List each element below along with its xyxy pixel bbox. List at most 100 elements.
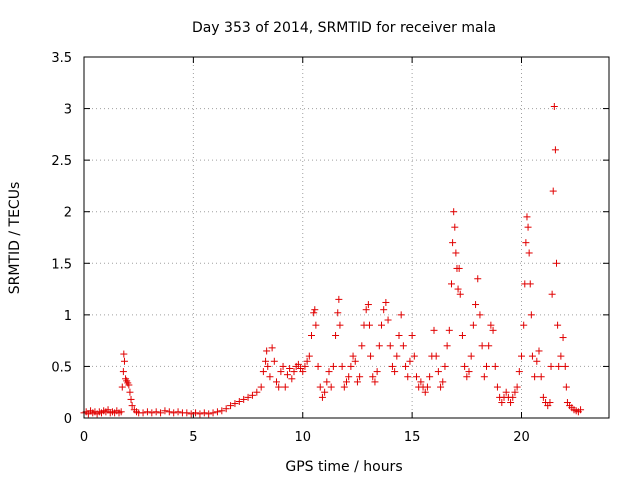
- data-point: [404, 373, 412, 381]
- data-point: [399, 342, 407, 350]
- data-point: [139, 409, 147, 417]
- data-point: [550, 103, 558, 111]
- x-tick-label: 15: [404, 430, 421, 445]
- data-point: [489, 326, 497, 334]
- data-point: [537, 373, 545, 381]
- data-point: [485, 342, 493, 350]
- chart-title: Day 353 of 2014, SRMTID for receiver mal…: [192, 20, 496, 36]
- y-axis-label: SRMTID / TECUs: [7, 182, 23, 295]
- data-point: [451, 223, 459, 231]
- data-point: [523, 213, 531, 221]
- data-point: [365, 321, 373, 329]
- data-point: [174, 408, 182, 416]
- data-point: [345, 373, 353, 381]
- data-point: [511, 388, 519, 396]
- data-point: [547, 362, 555, 370]
- data-point: [152, 408, 160, 416]
- data-point: [487, 321, 495, 329]
- data-point: [478, 342, 486, 350]
- data-point: [549, 187, 557, 195]
- y-tick-label: 1: [64, 309, 72, 324]
- data-point: [513, 383, 521, 391]
- data-point: [474, 275, 482, 283]
- data-point: [480, 373, 488, 381]
- y-tick-label: 3.5: [51, 51, 72, 66]
- data-point: [367, 352, 375, 360]
- data-point: [303, 357, 311, 365]
- data-point: [546, 399, 554, 407]
- data-point: [531, 373, 539, 381]
- data-point: [559, 334, 567, 342]
- x-tick-label: 0: [80, 430, 88, 445]
- data-point: [463, 373, 471, 381]
- data-point: [288, 375, 296, 383]
- data-point: [213, 408, 221, 416]
- data-point: [290, 368, 298, 376]
- grid: [84, 57, 609, 418]
- data-point: [263, 347, 271, 355]
- data-point: [393, 352, 401, 360]
- data-point: [222, 405, 230, 413]
- data-point: [148, 409, 156, 417]
- data-point: [277, 368, 285, 376]
- data-point: [454, 285, 462, 293]
- data-point: [294, 360, 302, 368]
- data-point: [119, 368, 127, 376]
- data-point: [353, 378, 361, 386]
- data-point: [413, 373, 420, 381]
- data-point: [305, 352, 313, 360]
- data-point: [483, 362, 490, 370]
- data-point: [362, 306, 370, 314]
- data-point: [161, 407, 169, 415]
- data-point: [426, 373, 434, 381]
- data-point: [423, 383, 431, 391]
- data-point: [334, 309, 342, 317]
- data-point: [472, 301, 480, 309]
- data-point: [382, 298, 390, 306]
- data-point: [329, 362, 337, 370]
- data-point: [318, 393, 326, 401]
- data-point: [327, 383, 335, 391]
- data-point: [557, 352, 565, 360]
- data-point: [310, 309, 318, 317]
- data-point: [165, 408, 173, 416]
- data-point: [240, 395, 248, 403]
- y-tick-label: 0: [64, 412, 72, 427]
- data-point: [264, 362, 272, 370]
- data-point: [375, 342, 383, 350]
- data-point: [388, 362, 396, 370]
- data-point: [192, 409, 200, 417]
- data-point: [259, 368, 267, 376]
- data-point: [395, 331, 403, 339]
- data-points: [80, 103, 585, 418]
- y-tick-label: 1.5: [51, 257, 72, 272]
- data-point: [455, 264, 463, 272]
- data-point: [548, 290, 556, 298]
- data-point: [157, 409, 165, 417]
- data-point: [340, 383, 348, 391]
- data-point: [493, 383, 501, 391]
- y-tick-label: 2.5: [51, 154, 72, 169]
- data-point: [524, 223, 532, 231]
- data-point: [351, 357, 359, 365]
- data-point: [528, 352, 536, 360]
- data-point: [347, 362, 355, 370]
- data-point: [562, 383, 570, 391]
- data-point: [235, 397, 243, 405]
- data-point: [502, 388, 510, 396]
- x-tick-label: 20: [513, 430, 530, 445]
- data-point: [335, 295, 343, 303]
- data-point: [257, 383, 265, 391]
- data-point: [443, 342, 451, 350]
- y-tick-label: 2: [64, 206, 72, 221]
- ticks: 0 0.5 1 1.5 2 2.5 3 3.5 0 5 10 15 20: [51, 51, 609, 445]
- data-point: [432, 352, 440, 360]
- data-point: [476, 311, 484, 319]
- data-point: [437, 383, 445, 391]
- data-point: [358, 342, 366, 350]
- data-point: [445, 326, 453, 334]
- data-point: [281, 383, 289, 391]
- data-point: [356, 373, 364, 381]
- data-point: [408, 331, 416, 339]
